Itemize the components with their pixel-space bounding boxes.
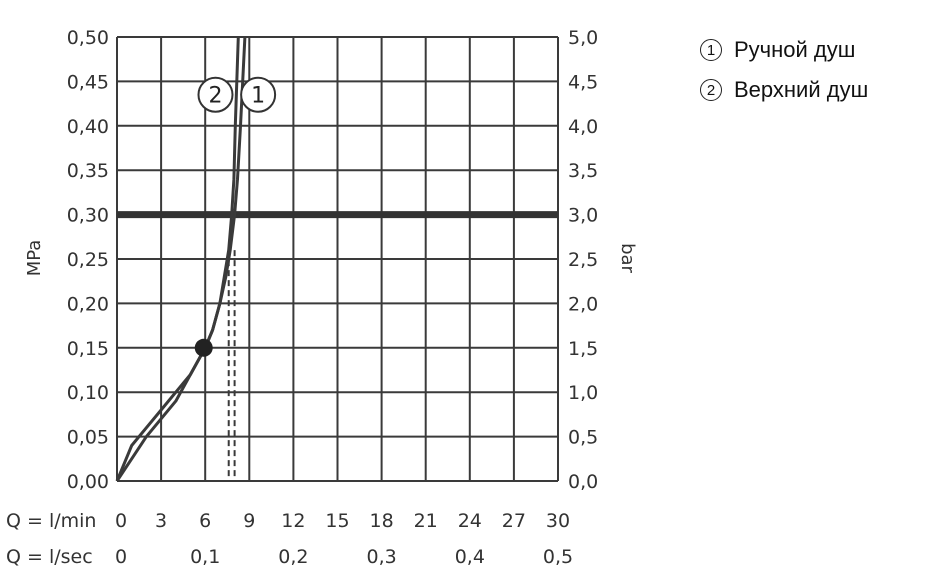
x-tick-label-lsec: 0,5 <box>543 546 573 568</box>
x-tick-label-lmin: 12 <box>281 510 305 532</box>
y-tick-label-right: 0,0 <box>568 471 598 493</box>
curve-label-circle <box>240 76 277 113</box>
x-tick-label-lmin: 15 <box>325 510 349 532</box>
x-tick-label-lmin: 0 <box>115 510 127 532</box>
x-tick-label-lsec: 0,2 <box>278 546 308 568</box>
y-tick-label-left: 0,40 <box>67 116 109 138</box>
y-tick-label-left: 0,00 <box>67 471 109 493</box>
y-tick-label-right: 3,0 <box>568 205 598 227</box>
y-tick-label-left: 0,05 <box>67 427 109 449</box>
x-tick-label-lsec: 0,1 <box>190 546 220 568</box>
y-tick-label-left: 0,25 <box>67 249 109 271</box>
y-tick-label-left: 0,50 <box>67 27 109 49</box>
y-tick-label-right: 1,5 <box>568 338 598 360</box>
x-tick-label-lmin: 30 <box>546 510 570 532</box>
y-tick-label-left: 0,30 <box>67 205 109 227</box>
y-tick-label-left: 0,15 <box>67 338 109 360</box>
x-tick-label-lsec: 0,4 <box>455 546 485 568</box>
y-axis-label-right: bar <box>617 243 638 273</box>
y-tick-label-right: 5,0 <box>568 27 598 49</box>
x-tick-label-lsec: 0,3 <box>366 546 396 568</box>
y-tick-label-right: 0,5 <box>568 427 598 449</box>
y-tick-label-right: 4,5 <box>568 71 598 93</box>
x-tick-label-lmin: 9 <box>243 510 255 532</box>
x-tick-label-lmin: 18 <box>370 510 394 532</box>
y-tick-label-right: 1,0 <box>568 382 598 404</box>
marker-point <box>194 338 213 357</box>
y-tick-label-right: 4,0 <box>568 116 598 138</box>
x-tick-label-lmin: 21 <box>414 510 438 532</box>
legend-item: 1 Ручной душ <box>700 30 868 70</box>
chart-grid <box>116 36 559 482</box>
dashed-drop-lines <box>227 250 236 481</box>
y-tick-label-left: 0,10 <box>67 382 109 404</box>
y-tick-label-left: 0,45 <box>67 71 109 93</box>
x-tick-label-lmin: 6 <box>199 510 211 532</box>
x-ticks: 0 3 6 9 12 15 18 21 24 27 30 0 0,1 0,2 0,3 0,4 0,5 <box>115 510 573 568</box>
x-row-label-lsec: Q = l/sec <box>6 546 93 568</box>
y-axis-label-left: MPa <box>24 240 45 277</box>
y-tick-label-right: 2,5 <box>568 249 598 271</box>
y-tick-label-right: 3,5 <box>568 160 598 182</box>
legend-item: 2 Верхний душ <box>700 70 868 110</box>
curve-label-circle <box>197 76 234 113</box>
chart-series <box>115 36 247 482</box>
x-tick-label-lmin: 27 <box>502 510 526 532</box>
legend-label: Ручной душ <box>734 37 856 62</box>
curve-label-text: 1 <box>251 84 265 109</box>
y-tick-label-left: 0,20 <box>67 293 109 315</box>
x-tick-label-lsec: 0 <box>115 546 127 568</box>
legend-marker-circle: 1 <box>700 39 722 61</box>
curve-label-text: 2 <box>208 84 222 109</box>
legend-marker-circle: 2 <box>700 79 722 101</box>
y-ticks-right: 0,0 0,5 1,0 1,5 2,0 2,5 3,0 3,5 4,0 4,5 5,0 <box>568 27 598 493</box>
legend: 1 Ручной душ 2 Верхний душ <box>700 30 868 110</box>
marker-point-group <box>194 338 213 357</box>
y-tick-label-left: 0,35 <box>67 160 109 182</box>
legend-label: Верхний душ <box>734 77 869 102</box>
series-line-2 <box>115 36 240 482</box>
y-tick-label-right: 2,0 <box>568 293 598 315</box>
y-ticks-left: 0,00 0,05 0,10 0,15 0,20 0,25 0,30 0,35 0,40 0,45… <box>67 27 109 493</box>
x-tick-label-lmin: 24 <box>458 510 482 532</box>
x-row-label-lmin: Q = l/min <box>6 510 96 532</box>
x-tick-label-lmin: 3 <box>155 510 167 532</box>
